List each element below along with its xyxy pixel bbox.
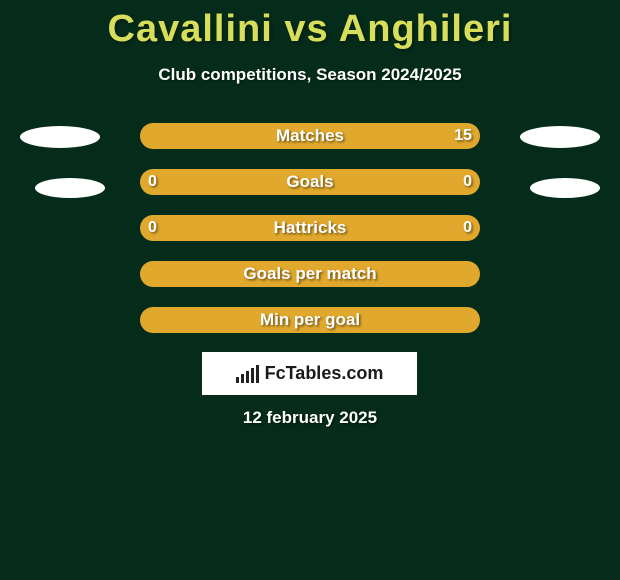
stat-row-matches: Matches 15 <box>0 123 620 149</box>
stat-right-value: 0 <box>463 169 472 195</box>
stat-label: Min per goal <box>140 307 480 333</box>
page-subtitle: Club competitions, Season 2024/2025 <box>0 65 620 85</box>
stat-row-goals: 0 Goals 0 <box>0 169 620 195</box>
page-title: Cavallini vs Anghileri <box>0 0 620 51</box>
stat-label: Goals per match <box>140 261 480 287</box>
bars-icon <box>236 365 259 383</box>
footer-date: 12 february 2025 <box>0 408 620 428</box>
stat-right-value: 0 <box>463 215 472 241</box>
stat-label: Hattricks <box>140 215 480 241</box>
stat-right-value: 15 <box>454 123 472 149</box>
stat-label: Goals <box>140 169 480 195</box>
brand-name: FcTables.com <box>265 363 384 384</box>
stat-row-hattricks: 0 Hattricks 0 <box>0 215 620 241</box>
stat-label: Matches <box>140 123 480 149</box>
stat-row-min-per-goal: Min per goal <box>0 307 620 333</box>
brand-logo: FcTables.com <box>202 352 417 395</box>
stats-container: Matches 15 0 Goals 0 0 Hattricks 0 Goals… <box>0 123 620 333</box>
stat-row-goals-per-match: Goals per match <box>0 261 620 287</box>
